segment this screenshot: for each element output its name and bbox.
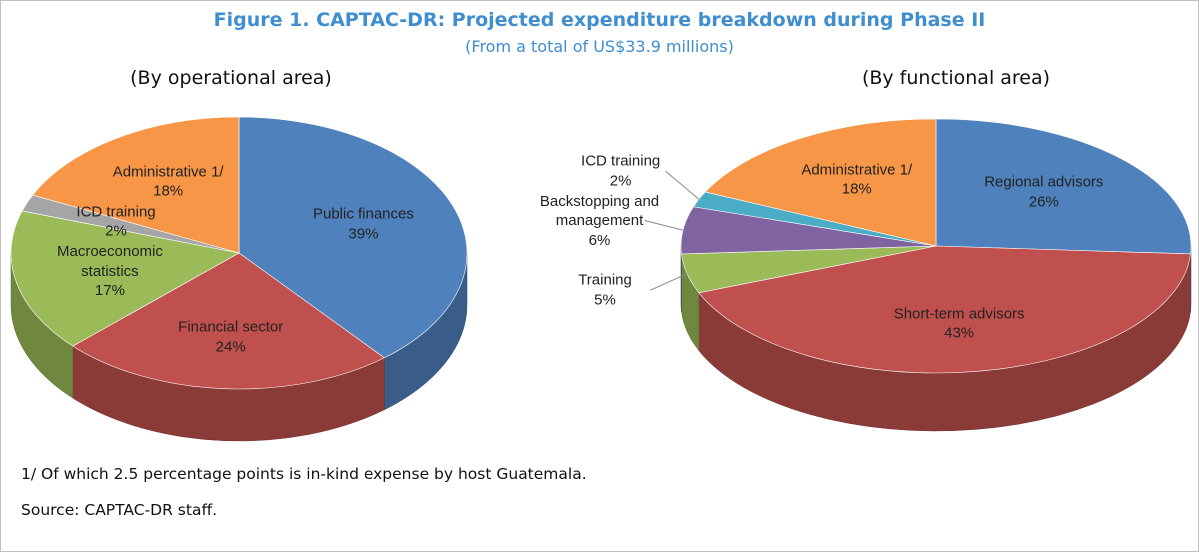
pie-title: (By operational area) <box>130 67 332 89</box>
slice-label: Regional advisors 26% <box>984 173 1103 212</box>
slice-value: 43% <box>944 324 975 342</box>
slice-value: 2% <box>105 222 127 240</box>
slice-value: 24% <box>215 338 246 356</box>
footnote: 1/ Of which 2.5 percentage points is in-… <box>21 465 587 483</box>
slice-value: 18% <box>841 180 872 198</box>
slice-name: ICD training <box>581 152 661 170</box>
leader-line <box>649 273 688 291</box>
slice-value: 18% <box>153 182 184 200</box>
pie-slice <box>32 116 240 254</box>
pie-slice <box>704 118 937 247</box>
slice-value: 17% <box>94 282 125 300</box>
slice-name: ICD training <box>76 203 156 221</box>
slice-name: Backstopping and management <box>539 192 660 229</box>
slice-value: 39% <box>348 225 379 243</box>
pie-slice <box>698 245 1191 374</box>
pie-side <box>680 245 682 313</box>
slice-label: ICD training 2% <box>76 202 155 241</box>
slice-name: Administrative 1/ <box>112 163 224 181</box>
slice-value: 26% <box>1028 193 1059 211</box>
slice-value: 6% <box>588 231 611 249</box>
slice-label: ICD training 2% <box>581 152 660 191</box>
slice-value: 5% <box>594 291 616 309</box>
slice-label: Financial sector 24% <box>178 318 283 357</box>
slice-label: Public finances 39% <box>313 205 414 244</box>
figure-subtitle: (From a total of US$33.9 millions) <box>465 37 734 56</box>
slice-label: Administrative 1/18% <box>113 162 224 201</box>
slice-name: Short-term advisors <box>893 305 1025 323</box>
slice-name: Macroeconomic statistics <box>57 243 163 280</box>
pie-slice <box>10 210 240 347</box>
slice-name: Regional advisors <box>984 173 1104 191</box>
slice-label: Administrative 1/18% <box>801 160 912 199</box>
pie-slice <box>238 116 468 359</box>
figure-title: Figure 1. CAPTAC-DR: Projected expenditu… <box>213 9 986 31</box>
leader-line <box>644 220 684 231</box>
slice-label: Training 5% <box>578 271 632 310</box>
slice-name: Public finances <box>312 205 414 223</box>
slice-name: Administrative 1/ <box>801 161 913 179</box>
slice-name: Training <box>578 271 632 289</box>
slice-label: Backstopping and management 6% <box>530 191 670 250</box>
leader-line <box>665 170 700 200</box>
slice-label: Macroeconomic statistics 17% <box>40 242 180 301</box>
source-note: Source: CAPTAC-DR staff. <box>21 501 218 519</box>
slice-name: Financial sector <box>178 318 284 336</box>
slice-value: 2% <box>609 172 632 190</box>
pie-slice <box>72 252 385 390</box>
pie-title: (By functional area) <box>861 67 1051 89</box>
pie-slice <box>935 118 1192 255</box>
slice-label: Short-term advisors 43% <box>894 304 1025 343</box>
